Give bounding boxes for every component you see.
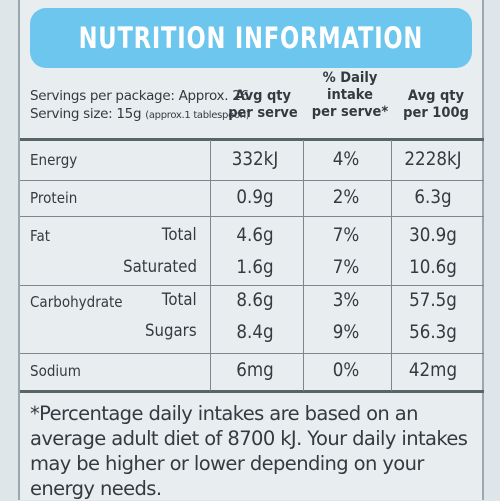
saturated-daily-intake: 7% bbox=[332, 256, 360, 278]
fat-total-per-serve: 4.6g bbox=[236, 224, 274, 246]
sodium-daily-intake: 0% bbox=[332, 359, 360, 381]
header-daily-line1: % Daily bbox=[322, 70, 378, 86]
fat-total-daily-intake: 7% bbox=[332, 224, 360, 246]
row-divider bbox=[20, 180, 484, 181]
footnote: *Percentage daily intakes are based on a… bbox=[30, 402, 468, 500]
sodium-per-100g: 42mg bbox=[408, 359, 458, 381]
row-divider bbox=[20, 285, 484, 286]
serving-size-main: Serving size: 15g bbox=[30, 106, 142, 122]
title-banner: NUTRITION INFORMATION bbox=[30, 8, 472, 68]
row-divider bbox=[20, 216, 484, 217]
protein-per-serve: 0.9g bbox=[236, 186, 274, 208]
header-daily-line2: intake bbox=[326, 87, 373, 103]
header-per-serve-line1: Avg qty bbox=[234, 88, 292, 104]
carbohydrate-daily-intake: 3% bbox=[332, 289, 360, 311]
header-daily-intake: % Daily intake per serve* bbox=[305, 70, 395, 121]
row-label-energy: Energy bbox=[30, 151, 78, 169]
column-divider bbox=[391, 140, 392, 391]
fat-total-label: Total bbox=[162, 225, 197, 245]
header-per100-line2: per 100g bbox=[403, 105, 469, 121]
saturated-per-100g: 10.6g bbox=[409, 256, 457, 278]
fat-saturated-label: Saturated bbox=[123, 257, 197, 277]
nutrition-panel bbox=[18, 0, 484, 500]
fat-total-per-100g: 30.9g bbox=[409, 224, 457, 246]
sugars-per-100g: 56.3g bbox=[409, 321, 457, 343]
protein-daily-intake: 2% bbox=[332, 186, 360, 208]
energy-per-100g: 2228kJ bbox=[404, 148, 462, 170]
carbohydrate-per-100g: 57.5g bbox=[409, 289, 457, 311]
header-per-serve: Avg qty per serve bbox=[218, 88, 308, 122]
header-per-serve-line2: per serve bbox=[228, 105, 298, 121]
saturated-per-serve: 1.6g bbox=[236, 256, 274, 278]
row-label-protein: Protein bbox=[30, 189, 78, 207]
sugars-label: Sugars bbox=[145, 321, 197, 341]
sugars-per-serve: 8.4g bbox=[236, 321, 274, 343]
servings-per-package: Servings per package: Approx. 26 bbox=[30, 88, 249, 104]
sugars-daily-intake: 9% bbox=[332, 321, 360, 343]
carbohydrate-per-serve: 8.6g bbox=[236, 289, 274, 311]
row-divider bbox=[20, 353, 484, 354]
energy-daily-intake: 4% bbox=[332, 148, 360, 170]
protein-per-100g: 6.3g bbox=[414, 186, 452, 208]
row-label-fat: Fat bbox=[30, 227, 51, 245]
header-rule bbox=[20, 138, 484, 141]
header-daily-line3: per serve* bbox=[311, 104, 389, 120]
energy-per-serve: 332kJ bbox=[231, 148, 279, 170]
column-divider bbox=[303, 140, 304, 391]
header-per100-line1: Avg qty bbox=[407, 88, 465, 104]
table-bottom-rule bbox=[20, 390, 484, 393]
title: NUTRITION INFORMATION bbox=[78, 21, 424, 55]
sodium-per-serve: 6mg bbox=[236, 359, 274, 381]
carbohydrate-total-label: Total bbox=[162, 290, 197, 310]
serving-size-note: (approx.1 tablespoon) bbox=[145, 110, 250, 121]
header-per-100g: Avg qty per 100g bbox=[391, 88, 481, 122]
column-divider bbox=[210, 140, 211, 391]
row-label-sodium: Sodium bbox=[30, 362, 81, 380]
serving-size: Serving size: 15g (approx.1 tablespoon) bbox=[30, 106, 250, 124]
row-label-carbohydrate: Carbohydrate bbox=[30, 293, 123, 311]
